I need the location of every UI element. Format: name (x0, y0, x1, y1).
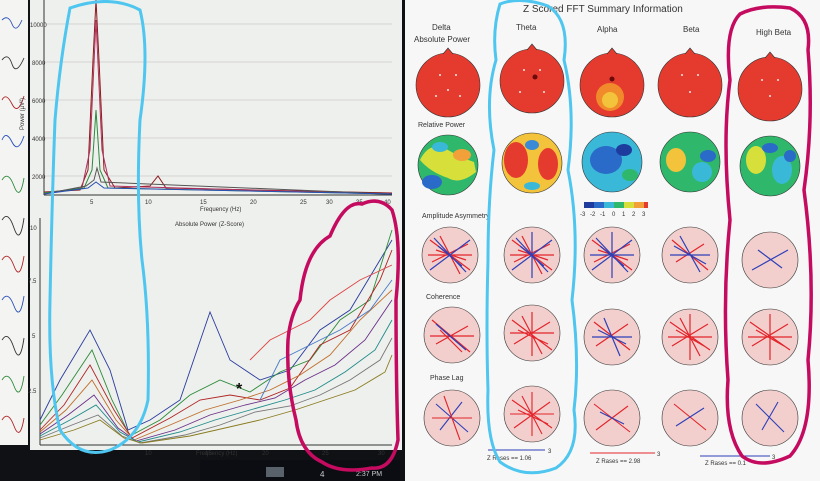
freq-tick-5: 5 (90, 200, 94, 206)
colorbar-tick-4: 1 (622, 212, 626, 218)
freq-tick-10: 10 (145, 200, 152, 206)
rel-power-row (417, 131, 801, 197)
freq-tick-40: 40 (384, 200, 391, 206)
top-power-chart (43, 0, 393, 196)
zscore-chart (39, 218, 393, 446)
colorbar-tick-2: -1 (600, 212, 606, 218)
colorbar-tick-6: 3 (642, 212, 646, 218)
colorbar-tick-5: 2 (632, 212, 636, 218)
power-axis-label: Power (µV²) (20, 98, 26, 130)
z-raster-1-value: 3 (548, 449, 552, 455)
abs-power-row (415, 43, 803, 122)
row-absolute-power: Absolute Power (414, 35, 470, 44)
head-alpha-abs (579, 47, 645, 118)
eeg-strip (1, 17, 25, 433)
bottom-freq-tick-25: 25 (322, 451, 329, 457)
freq-label-top: Frequency (Hz) (200, 207, 241, 213)
col-theta: Theta (516, 23, 537, 32)
blue-highlight-loop-left (48, 0, 150, 454)
head-highbeta-abs (737, 51, 803, 122)
colorbar-tick-3: 0 (612, 212, 616, 218)
col-delta: Delta (432, 23, 451, 32)
zscore-tick-0: 10 (30, 226, 37, 232)
bottom-freq-tick-30: 30 (378, 451, 385, 457)
z-raster-1-label: Z Rases == 1.06 (487, 456, 532, 462)
annotation-asterisk: * (236, 381, 243, 398)
row-coherence: Coherence (426, 294, 460, 301)
head-alpha-rel (581, 131, 643, 193)
taskbar-clock: 2:37 PM (356, 471, 382, 478)
power-tick-2: 6000 (32, 99, 46, 105)
head-delta-rel (417, 134, 479, 196)
report-page: Z Scored FFT Summary Information Delta T… (405, 0, 820, 481)
zscore-title: Absolute Power (Z-Score) (175, 222, 244, 228)
taskbar-icon-keyboard[interactable] (266, 467, 284, 477)
row-amplitude-asymmetry: Amplitude Asymmetry (422, 213, 490, 220)
report-title: Z Scored FFT Summary Information (523, 4, 683, 15)
coherence-connections (430, 312, 792, 360)
power-tick-3: 4000 (32, 137, 46, 143)
asymmetry-connections (428, 232, 789, 278)
bottom-freq-tick-5: 5 (90, 451, 94, 457)
freq-tick-30: 30 (326, 200, 333, 206)
freq-label-bottom: Frequency (Hz) (196, 451, 237, 457)
bottom-freq-tick-20: 20 (262, 451, 269, 457)
freq-tick-15: 15 (200, 200, 207, 206)
taskbar-marker: 4 (320, 470, 325, 479)
head-delta-abs (415, 47, 481, 118)
z-raster-2-label: Z Rases == 2.98 (596, 459, 641, 465)
row-relative-power: Relative Power (418, 122, 466, 129)
zscore-tick-1: 7.5 (28, 279, 37, 285)
row-phase-lag: Phase Lag (430, 375, 464, 382)
freq-tick-20: 20 (250, 200, 257, 206)
z-raster-2-value: 3 (657, 452, 661, 458)
zscore-tick-3: 2.5 (28, 389, 37, 395)
freq-tick-25: 25 (300, 200, 307, 206)
power-tick-0: 10000 (30, 23, 47, 29)
zscore-tick-2: 5 (32, 334, 36, 340)
taskbar (200, 460, 400, 481)
magenta-highlight-loop-left (285, 199, 400, 472)
head-beta-rel (659, 131, 721, 193)
magenta-highlight-loop-highbeta (723, 5, 813, 465)
bottom-freq-tick-10: 10 (145, 451, 152, 457)
head-highbeta-rel (739, 135, 801, 197)
head-beta-abs (657, 47, 723, 118)
head-theta-rel (501, 132, 563, 194)
z-raster-3-value: 3 (772, 455, 776, 461)
col-alpha: Alpha (597, 25, 618, 34)
power-tick-1: 8000 (32, 61, 46, 67)
bottom-freq-tick-15: 15 (205, 451, 212, 457)
colorbar: -3 -2 -1 0 1 2 3 (580, 202, 648, 218)
head-theta-abs (499, 43, 565, 114)
colorbar-tick-0: -3 (580, 212, 586, 218)
col-beta: Beta (683, 25, 700, 34)
colorbar-tick-1: -2 (590, 212, 596, 218)
phase-lag-connections (432, 392, 785, 441)
power-tick-4: 2000 (32, 175, 46, 181)
col-high-beta: High Beta (756, 28, 792, 37)
monitor-photo-left: 10000 8000 6000 4000 2000 Power (µV²) 5 … (0, 0, 405, 481)
blue-highlight-loop-theta (485, 0, 579, 475)
z-raster-3-label: Z Rases == 0.1 (705, 461, 747, 467)
